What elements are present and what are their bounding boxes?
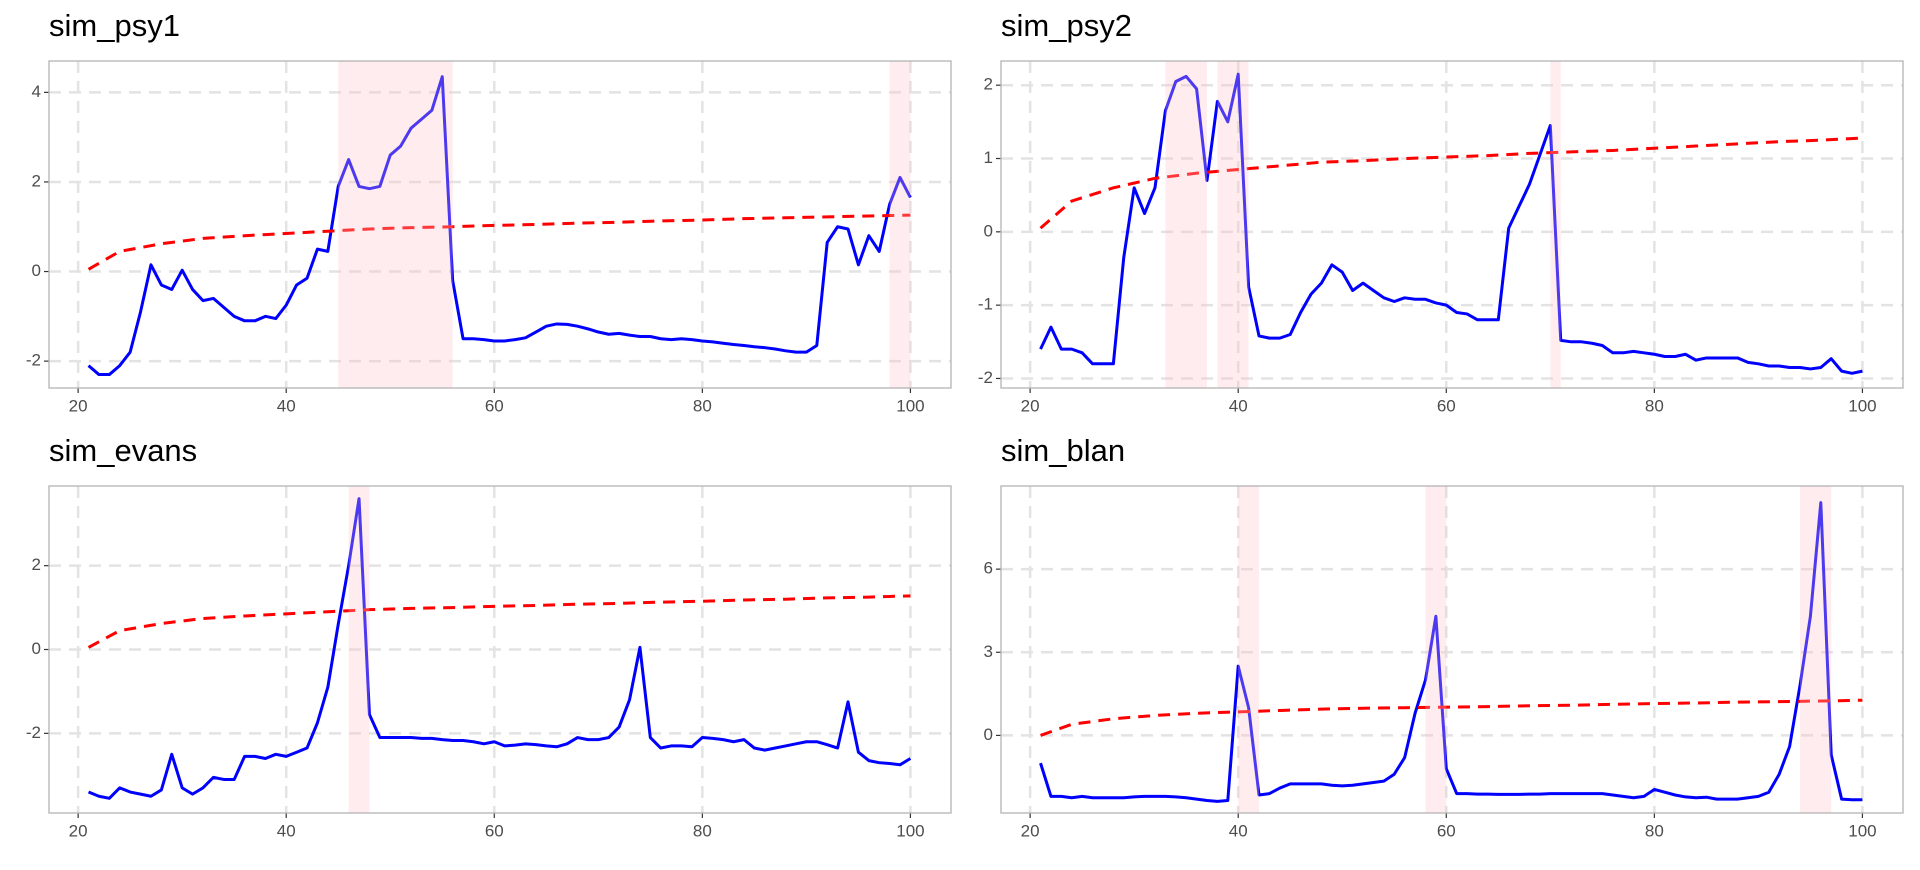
statistic-line xyxy=(1039,501,1863,803)
shaded-period xyxy=(348,486,370,813)
x-tick-label: 40 xyxy=(277,396,296,415)
panel-title: sim_psy1 xyxy=(49,8,180,43)
statistic-line xyxy=(87,75,912,377)
shaded-period xyxy=(889,61,911,388)
x-tick-label: 60 xyxy=(1437,396,1456,415)
panel-border xyxy=(1000,485,1904,814)
y-tick-label: -2 xyxy=(26,351,41,370)
x-tick-label: 40 xyxy=(1229,396,1248,415)
x-tick-label: 80 xyxy=(693,396,712,415)
panel-background xyxy=(49,61,951,388)
critical-value-line xyxy=(87,594,911,649)
y-tick-label: 2 xyxy=(32,171,41,190)
panel-title: sim_blan xyxy=(1001,433,1125,468)
y-tick-label: 2 xyxy=(32,555,41,574)
y-tick-label: 0 xyxy=(32,639,41,658)
x-tick-label: 20 xyxy=(69,396,88,415)
shaded-period xyxy=(338,61,453,388)
shaded-period xyxy=(1800,486,1832,813)
x-tick-label: 100 xyxy=(896,821,924,840)
y-tick-label: 2 xyxy=(984,75,993,94)
statistic-line xyxy=(87,497,912,800)
y-tick-label: 0 xyxy=(32,261,41,280)
x-tick-label: 60 xyxy=(485,396,504,415)
panel-border xyxy=(48,60,952,389)
y-tick-label: -2 xyxy=(26,723,41,742)
critical-value-line xyxy=(87,213,911,271)
shaded-period xyxy=(1217,61,1249,388)
x-tick-label: 20 xyxy=(1021,396,1040,415)
panel-border xyxy=(1000,60,1904,389)
y-tick-label: 0 xyxy=(984,725,993,744)
statistic-line xyxy=(1039,72,1863,375)
panel-title: sim_psy2 xyxy=(1001,8,1132,43)
critical-value-line xyxy=(1039,136,1863,230)
x-tick-label: 20 xyxy=(69,821,88,840)
x-tick-label: 80 xyxy=(1645,821,1664,840)
x-tick-label: 80 xyxy=(693,821,712,840)
panel-background xyxy=(1001,486,1903,813)
shaded-period xyxy=(1425,486,1447,813)
shaded-period xyxy=(1550,61,1561,388)
x-tick-label: 80 xyxy=(1645,396,1664,415)
x-tick-label: 100 xyxy=(1848,821,1876,840)
y-tick-label: -1 xyxy=(978,295,993,314)
x-tick-label: 100 xyxy=(1848,396,1876,415)
shaded-period xyxy=(1165,61,1207,388)
panel-title: sim_evans xyxy=(49,433,197,468)
x-tick-label: 100 xyxy=(896,396,924,415)
critical-value-line xyxy=(1040,698,1863,737)
x-tick-label: 60 xyxy=(485,821,504,840)
y-tick-label: 3 xyxy=(984,642,993,661)
x-tick-label: 60 xyxy=(1437,821,1456,840)
y-tick-label: 6 xyxy=(984,559,993,578)
y-tick-label: -2 xyxy=(978,368,993,387)
y-tick-label: 4 xyxy=(32,82,41,101)
x-tick-label: 20 xyxy=(1021,821,1040,840)
y-tick-label: 0 xyxy=(984,221,993,240)
shaded-period xyxy=(1238,486,1260,813)
x-tick-label: 40 xyxy=(1229,821,1248,840)
x-tick-label: 40 xyxy=(277,821,296,840)
panel-border xyxy=(48,485,952,814)
panel-background xyxy=(1001,61,1903,388)
y-tick-label: 1 xyxy=(984,148,993,167)
